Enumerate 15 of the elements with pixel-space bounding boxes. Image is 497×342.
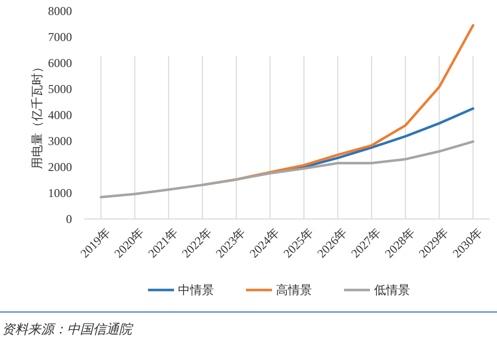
y-tick-label: 2000 (48, 160, 72, 174)
line-series (100, 140, 474, 198)
y-tick-label: 3000 (48, 134, 72, 148)
legend-label: 高情景 (276, 283, 312, 298)
text: 资料来源：中国信通院 (2, 322, 134, 338)
y-tick-label: 4000 (48, 108, 72, 122)
y-tick-label: 8000 (48, 4, 72, 18)
y-tick-label: 6000 (48, 56, 72, 70)
legend-label: 中情景 (178, 283, 214, 298)
y-tick-label: 0 (66, 212, 72, 226)
y-tick-label: 1000 (48, 186, 72, 200)
legend-label: 低情景 (374, 283, 410, 298)
y-axis-title: 用电量（亿千瓦时） (30, 61, 44, 169)
y-tick-label: 5000 (48, 82, 72, 96)
y-tick-label: 7000 (48, 30, 72, 44)
